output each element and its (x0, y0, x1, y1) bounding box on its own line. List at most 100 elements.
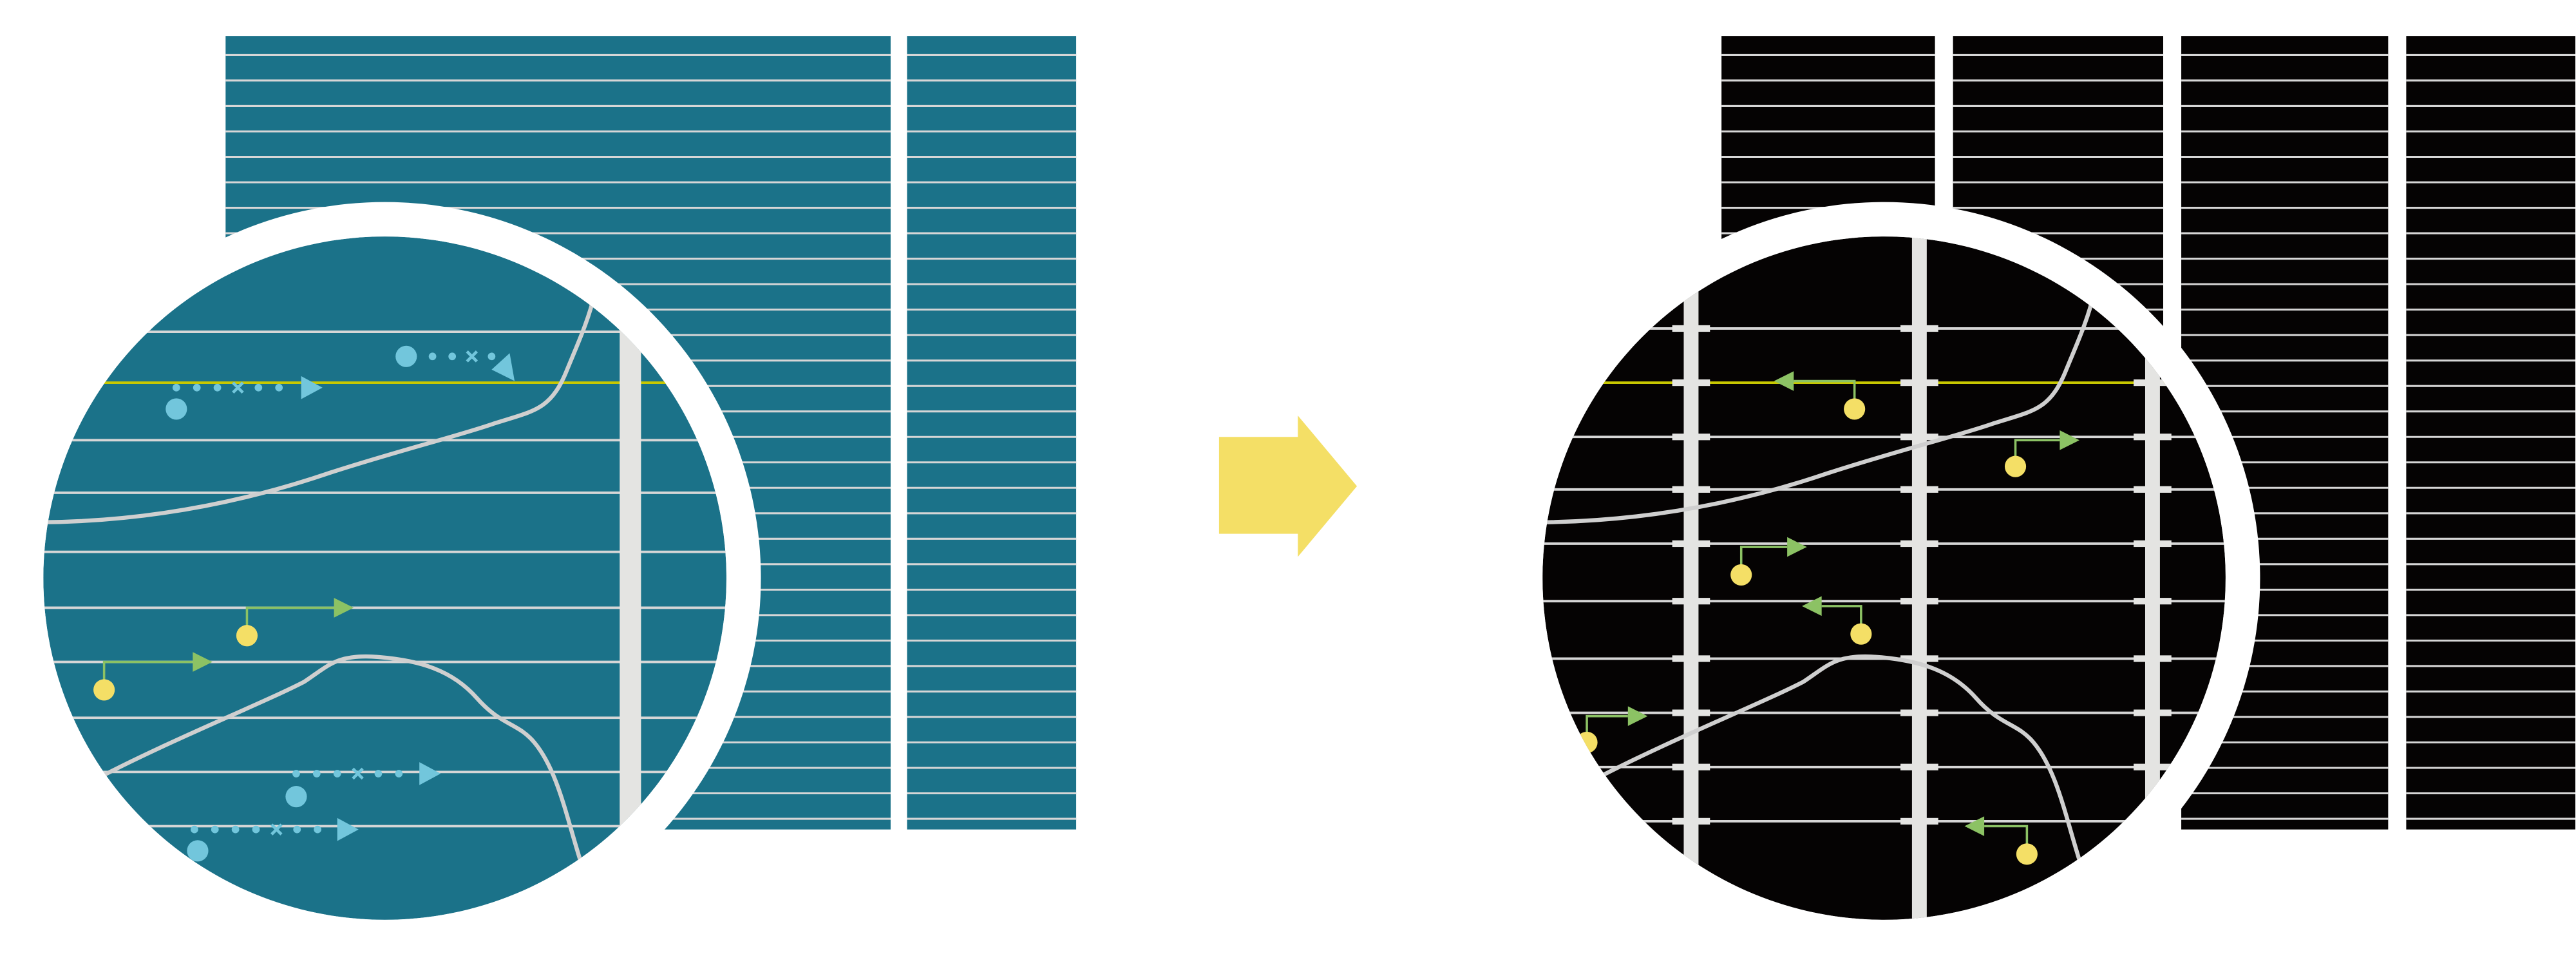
dot (488, 352, 496, 361)
marker-dot (285, 786, 307, 808)
cross-mark (466, 350, 478, 363)
arrow-head (334, 598, 354, 618)
cross-mark (232, 381, 244, 394)
divider-tick (1672, 763, 1710, 770)
divider-bar (2145, 236, 2160, 920)
transition-arrow-icon (1218, 415, 1358, 557)
pin-arrow-icon (236, 598, 354, 647)
divider-tick (1672, 817, 1710, 825)
curve (1589, 654, 2085, 872)
divider-tick (1672, 655, 1710, 662)
panel-column (907, 36, 1077, 830)
arrow-head (301, 376, 323, 399)
dot (172, 383, 180, 392)
divider-tick (1900, 817, 1938, 825)
pin-dot (1844, 398, 1866, 420)
divider-tick (1672, 540, 1710, 548)
after-panel (1508, 36, 2576, 955)
divider-tick (2134, 709, 2172, 716)
divider-bar (1911, 236, 1927, 920)
pin-dot (236, 625, 258, 647)
divider-tick (1672, 709, 1710, 716)
divider-tick (2134, 434, 2172, 441)
divider-tick (1900, 325, 1938, 332)
curve (1542, 292, 2097, 525)
arrow-head (1964, 816, 1985, 836)
cross-mark (270, 823, 283, 836)
magnified-view (43, 236, 726, 920)
dot (191, 825, 198, 834)
dot (333, 770, 341, 778)
divider-tick (1672, 486, 1710, 493)
divider-tick (2134, 486, 2172, 493)
dotted-arrow-icon (187, 817, 359, 862)
dot (395, 770, 403, 778)
dot (428, 352, 437, 361)
curve (90, 654, 586, 872)
pin-arrow-icon (93, 652, 213, 701)
marker-dot (166, 398, 187, 420)
dot (213, 383, 222, 392)
marker-dot (187, 840, 209, 862)
transition-arrow-shape (1218, 415, 1358, 557)
curve (43, 292, 598, 525)
dot (275, 383, 283, 392)
dot (292, 770, 300, 778)
cross-mark (352, 767, 364, 780)
before-panel (8, 36, 1077, 955)
divider-bar (620, 303, 641, 846)
marker-dot (395, 345, 417, 367)
divider-tick (1672, 598, 1710, 605)
pin-arrow-icon (1774, 371, 1866, 420)
magnified-view (1542, 236, 2226, 920)
arrow-head (1627, 706, 1648, 726)
dotted-arrow-icon (285, 762, 441, 808)
divider-tick (1672, 379, 1710, 387)
divider-tick (1900, 655, 1938, 662)
divider-tick (1900, 486, 1938, 493)
dot (448, 352, 457, 361)
magnifier-background (43, 236, 726, 920)
dot (231, 825, 240, 834)
divider-tick (2134, 763, 2172, 770)
dot (314, 825, 321, 834)
magnifier-background (1542, 236, 2226, 920)
divider-tick (2134, 655, 2172, 662)
divider-tick (1900, 379, 1938, 387)
dot (374, 770, 383, 778)
divider-tick (1900, 540, 1938, 548)
pin-dot (1730, 564, 1752, 586)
arrow-head (419, 762, 441, 785)
dot (211, 825, 219, 834)
divider-bar (1683, 236, 1699, 920)
divider-tick (1900, 598, 1938, 605)
dotted-arrow-icon (166, 376, 323, 420)
arrow-head (337, 817, 359, 841)
divider-tick (2134, 598, 2172, 605)
divider-tick (2134, 379, 2172, 387)
pin-arrow-icon (1802, 596, 1872, 645)
divider-tick (1900, 763, 1938, 770)
arrow-head (1802, 596, 1822, 616)
divider-tick (2134, 540, 2172, 548)
divider-tick (1900, 434, 1938, 441)
panel-column (2406, 36, 2576, 830)
pin-dot (93, 679, 115, 701)
dotted-arrow-icon (395, 345, 515, 381)
pin-dot (2016, 843, 2038, 865)
dot (312, 770, 321, 778)
dot (293, 825, 301, 834)
arrow-head (1787, 537, 1807, 557)
dot (252, 825, 260, 834)
divider-tick (1900, 709, 1938, 716)
divider-tick (1672, 434, 1710, 441)
arrow-head (1774, 371, 1794, 391)
pin-dot (1850, 623, 1872, 645)
pin-dot (2004, 455, 2027, 477)
divider-tick (1672, 325, 1710, 332)
dot (193, 383, 201, 392)
pin-arrow-icon (1964, 816, 2038, 865)
pin-arrow-icon (1730, 537, 1807, 586)
pin-arrow-icon (2004, 430, 2079, 477)
